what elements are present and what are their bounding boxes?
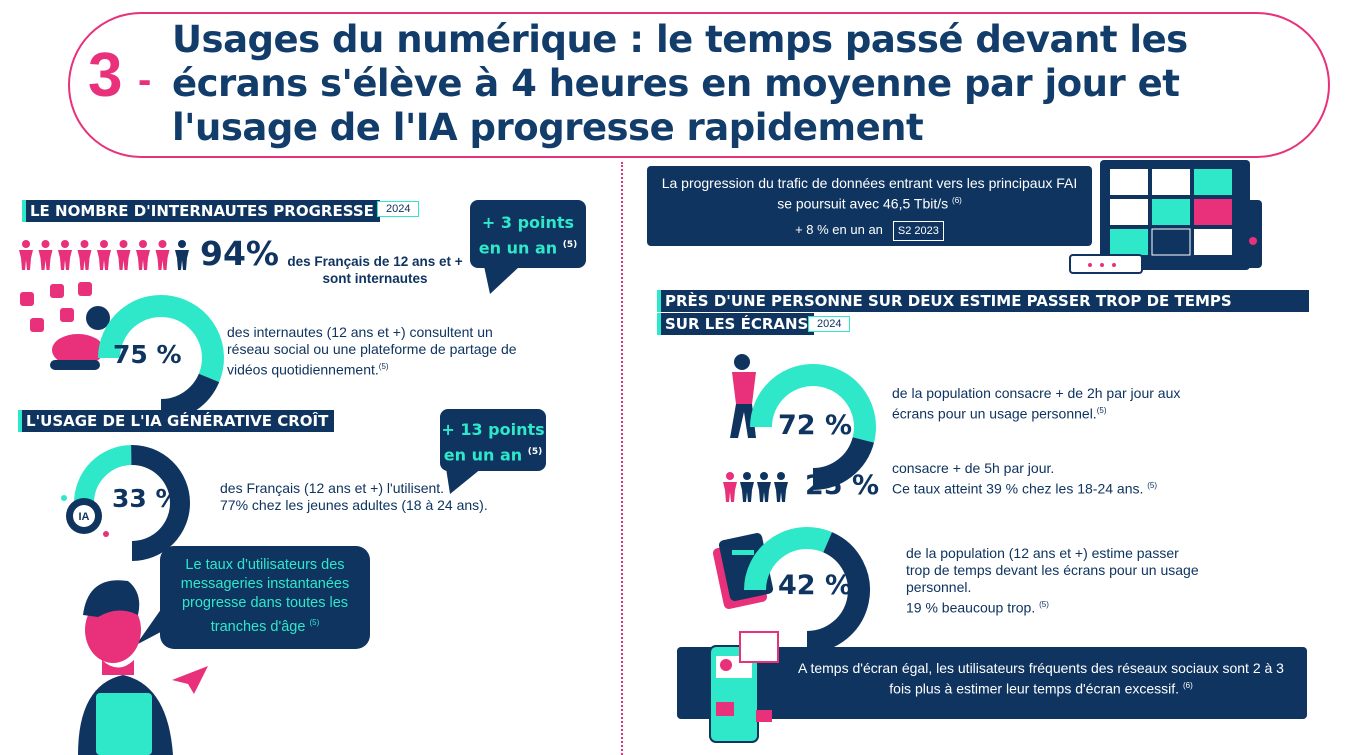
stat2-line1: consacre + de 5h par jour.	[892, 460, 1055, 476]
tv-router-illustration	[1069, 160, 1262, 274]
trafic-growth-line: + 8 % en un an S2 2023	[655, 220, 1084, 241]
donut-42-remaining-arc	[806, 532, 870, 653]
ia-icon-label: IA	[79, 511, 90, 523]
stat2-note: (5)	[1147, 481, 1158, 490]
stat2-pct: 25 %	[805, 470, 880, 501]
callout-pointer	[484, 266, 520, 294]
ia-callout: + 13 points en un an (5)	[440, 409, 546, 471]
donut-42-filled-arc	[744, 527, 833, 591]
internautes-year-tag: 2024	[377, 201, 420, 217]
social-pct: 75 %	[113, 340, 182, 369]
stat1-pct: 72 %	[778, 410, 853, 441]
stat3-pct: 42 %	[778, 570, 853, 601]
ecrans-year-tag: 2024	[808, 316, 851, 332]
ecrans-person-icon	[757, 472, 771, 502]
trafic-text-main: La progression du trafic de données entr…	[661, 175, 1078, 212]
internautes-callout-text: + 3 points en un an	[478, 213, 575, 258]
social-icons-cluster	[20, 282, 110, 370]
ia-pct: 33 %	[112, 484, 181, 513]
trafic-period-tag: S2 2023	[892, 220, 944, 241]
trafic-growth: + 8 % en un an	[795, 221, 883, 237]
internautes-pct: 94%	[200, 234, 279, 273]
reseaux-box: A temps d'écran égal, les utilisateurs f…	[677, 647, 1307, 719]
internautes-person-icon	[97, 240, 111, 270]
internautes-person-icon	[155, 240, 170, 270]
ia-gear-icon: IA	[61, 495, 109, 537]
trafic-text: La progression du trafic de données entr…	[655, 174, 1084, 213]
ia-donut	[74, 445, 190, 561]
stat1-label-text: de la population consacre + de 2h par jo…	[892, 385, 1181, 422]
ia-heading: L'USAGE DE L'IA GÉNÉRATIVE CROÎT	[18, 410, 335, 432]
person-illustration	[78, 580, 173, 755]
stat1-note: (5)	[1096, 406, 1107, 415]
ecrans-heading-line2: SUR LES ÉCRANS	[657, 313, 815, 335]
internautes-person-icon	[175, 240, 189, 270]
internautes-person-icon	[77, 240, 92, 270]
stat3-label-line2: 19 % beaucoup trop. (5)	[906, 596, 1206, 617]
smartphone-social-illustration	[709, 631, 779, 743]
title-frame	[68, 12, 1330, 158]
column-divider	[621, 162, 623, 755]
ia-callout-text: + 13 points en un an	[441, 420, 545, 465]
stat3-label-line2-text: 19 % beaucoup trop.	[906, 599, 1036, 616]
ecrans-person-icon	[740, 472, 754, 502]
reseaux-note: (6)	[1182, 681, 1193, 690]
internautes-callout: + 3 points en un an (5)	[470, 200, 586, 268]
social-donut-filled-arc	[98, 295, 224, 383]
internautes-person-icon	[19, 240, 33, 270]
stat3-label: de la population (12 ans et +) estime pa…	[906, 545, 1206, 617]
stat1-label: de la population consacre + de 2h par jo…	[892, 385, 1222, 423]
reseaux-text: A temps d'écran égal, les utilisateurs f…	[798, 660, 1284, 697]
donut-72	[750, 364, 876, 490]
internautes-person-icon	[58, 240, 72, 270]
ia-label-line2: 77% chez les jeunes adultes (18 à 24 ans…	[220, 497, 488, 513]
ecrans-heading-line1: PRÈS D'UNE PERSONNE SUR DEUX ESTIME PASS…	[657, 290, 1309, 312]
social-label-text: des internautes (12 ans et +) consultent…	[227, 324, 517, 378]
section-number: 3	[88, 41, 123, 110]
internautes-person-icon	[136, 240, 150, 270]
bubble-tail	[136, 605, 174, 645]
donut-72-remaining-arc	[812, 436, 875, 490]
ia-donut-filled-arc	[74, 445, 132, 504]
people-icons-94	[19, 240, 189, 270]
ia-donut-remaining-arc	[130, 445, 190, 561]
messagerie-text: Le taux d'utilisateurs des messageries i…	[180, 557, 350, 635]
donut-72-filled-arc	[750, 364, 876, 443]
ecrans-person-icon	[774, 472, 788, 502]
trafic-box: La progression du trafic de données entr…	[647, 166, 1092, 246]
internautes-heading: LE NOMBRE D'INTERNAUTES PROGRESSE	[22, 200, 380, 222]
people-icons-25	[723, 472, 788, 502]
internautes-person-icon	[38, 240, 53, 270]
trafic-note: (6)	[952, 196, 962, 205]
ecrans-person-icon	[723, 472, 737, 502]
messagerie-bubble: Le taux d'utilisateurs des messageries i…	[160, 546, 370, 649]
social-donut-remaining-arc	[160, 373, 220, 421]
ia-callout-pointer	[446, 468, 482, 494]
social-label: des internautes (12 ans et +) consultent…	[227, 324, 527, 379]
social-note: (5)	[378, 362, 389, 371]
donut-42	[744, 527, 870, 653]
section-dash: -	[138, 58, 152, 102]
internautes-person-icon	[116, 240, 131, 270]
stat2-line2: Ce taux atteint 39 % chez les 18-24 ans.…	[892, 477, 1222, 498]
page-title: Usages du numérique : le temps passé dev…	[172, 18, 1188, 149]
paper-plane-icon	[172, 666, 208, 694]
ia-label-line1: des Français (12 ans et +) l'utilisent.	[220, 480, 445, 496]
ia-label: des Français (12 ans et +) l'utilisent. …	[220, 480, 520, 514]
social-donut	[98, 295, 224, 421]
stat3-note: (5)	[1039, 600, 1049, 609]
stat3-label-line1: de la population (12 ans et +) estime pa…	[906, 545, 1199, 595]
ia-callout-note: (5)	[527, 447, 543, 457]
stat2-label: consacre + de 5h par jour. Ce taux attei…	[892, 460, 1222, 498]
internautes-callout-note: (5)	[562, 240, 578, 250]
stat2-line2-text: Ce taux atteint 39 % chez les 18-24 ans.	[892, 480, 1144, 497]
messagerie-note: (5)	[309, 618, 320, 627]
person-phone-illustration	[730, 354, 756, 438]
internautes-label: des Français de 12 ans et + sont interna…	[287, 254, 463, 286]
